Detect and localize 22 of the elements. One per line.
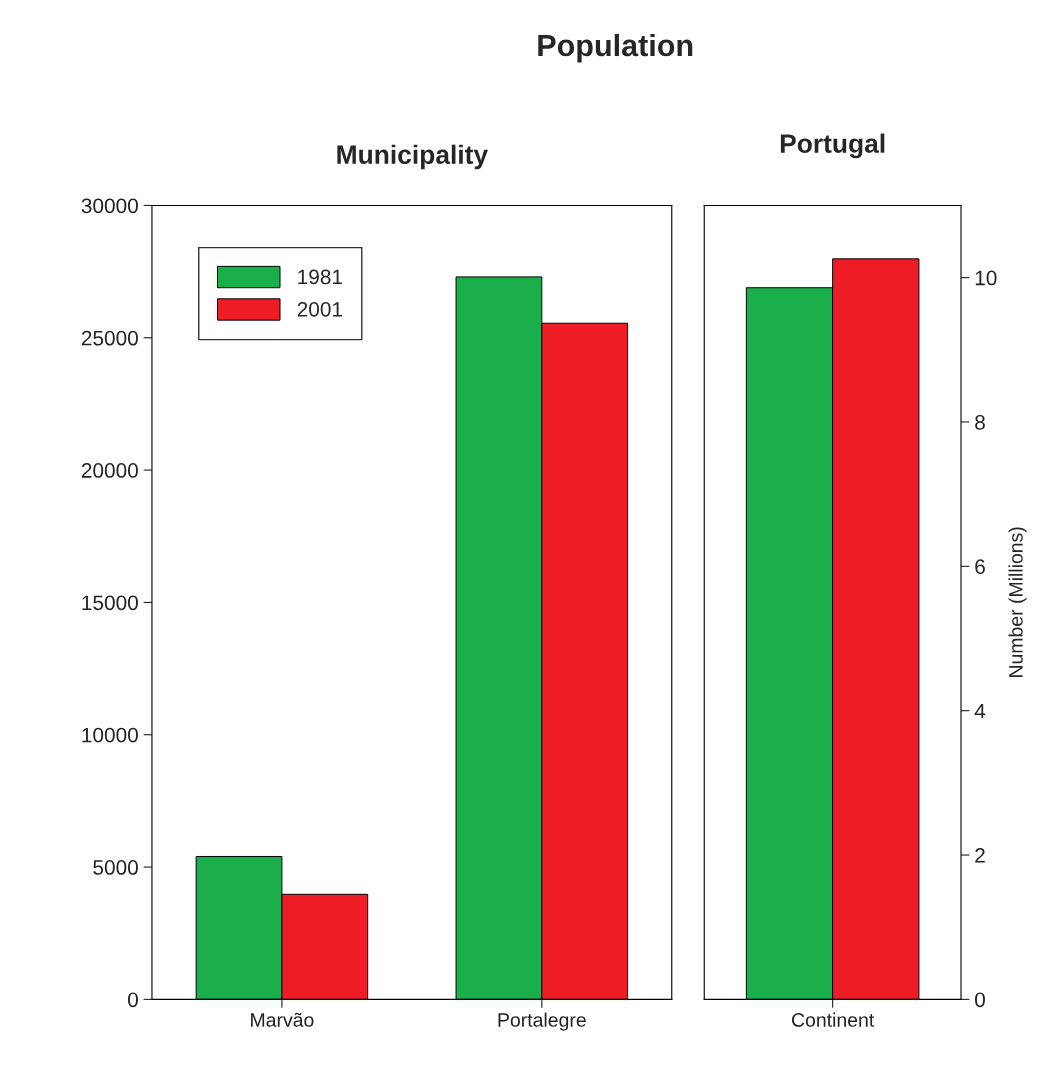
legend-label: 2001 <box>297 301 343 317</box>
y2-tick-label: 2 <box>975 848 985 863</box>
y2-tick-label: 6 <box>975 559 985 575</box>
x-tick-label: Portalegre <box>498 1012 586 1031</box>
y-tick-label: 25000 <box>81 330 138 346</box>
y-tick-label: 15000 <box>82 595 138 611</box>
y2-axis-title: Number (Millions) <box>1008 527 1027 677</box>
y-tick-label: 10000 <box>82 727 138 743</box>
y2-tick-label: 10 <box>975 270 997 286</box>
x-tick-label: Marvão <box>251 1012 314 1027</box>
x-tick-label: Continent <box>792 1012 875 1027</box>
y-tick-label: 0 <box>127 992 138 1008</box>
chart-title: Portugal <box>780 133 885 159</box>
y2-tick-label: 0 <box>975 992 985 1008</box>
y2-tick-label: 4 <box>974 703 986 719</box>
y-tick-label: 20000 <box>81 463 138 478</box>
legend-label: 1981 <box>298 269 343 285</box>
y2-tick-label: 8 <box>975 414 985 430</box>
chart-subtitle: Municipality <box>337 144 488 170</box>
y-tick-label: 30000 <box>81 198 138 214</box>
chart-title: Population <box>538 33 693 63</box>
y-tick-label: 5000 <box>93 860 138 875</box>
